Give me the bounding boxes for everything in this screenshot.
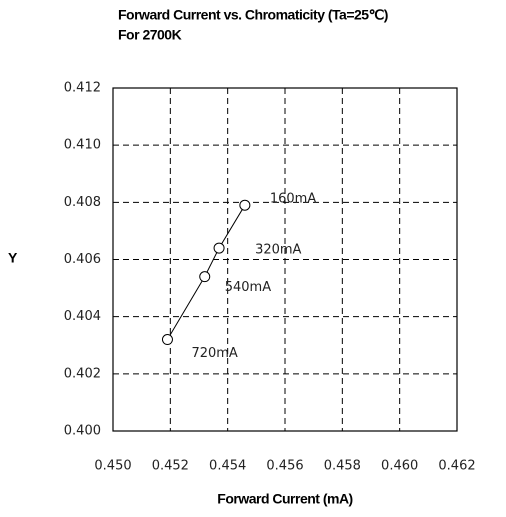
- chart-subtitle: For 2700K: [118, 27, 182, 43]
- y-tick-label: 0.402: [64, 366, 101, 381]
- point-label: 160mA: [270, 192, 316, 207]
- point-label: 320mA: [255, 243, 301, 258]
- y-tick-label: 0.400: [64, 424, 101, 439]
- series-line: [167, 204, 246, 340]
- x-tick-label: 0.456: [266, 459, 303, 474]
- x-tick-label: 0.450: [94, 459, 131, 474]
- y-axis-label: Y: [8, 250, 18, 266]
- x-tick-label: 0.458: [324, 459, 361, 474]
- x-tick-label: 0.454: [209, 459, 246, 474]
- point-label: 540mA: [225, 280, 271, 295]
- chart-title: Forward Current vs. Chromaticity (Ta=25℃…: [118, 7, 388, 23]
- y-tick-label: 0.404: [64, 309, 101, 324]
- y-tick-label: 0.410: [64, 138, 101, 153]
- point-label: 720mA: [191, 346, 237, 361]
- plot-frame: [112, 87, 458, 432]
- y-tick-label: 0.412: [64, 81, 101, 96]
- data-point: [213, 242, 225, 254]
- x-axis-label: Forward Current (mA): [217, 491, 352, 507]
- data-point: [161, 334, 173, 346]
- data-point: [199, 271, 211, 283]
- y-tick-label: 0.408: [64, 195, 101, 210]
- data-point: [239, 199, 251, 211]
- x-tick-label: 0.462: [438, 459, 475, 474]
- y-tick-label: 0.406: [64, 252, 101, 267]
- x-tick-label: 0.452: [152, 459, 189, 474]
- x-tick-label: 0.460: [381, 459, 418, 474]
